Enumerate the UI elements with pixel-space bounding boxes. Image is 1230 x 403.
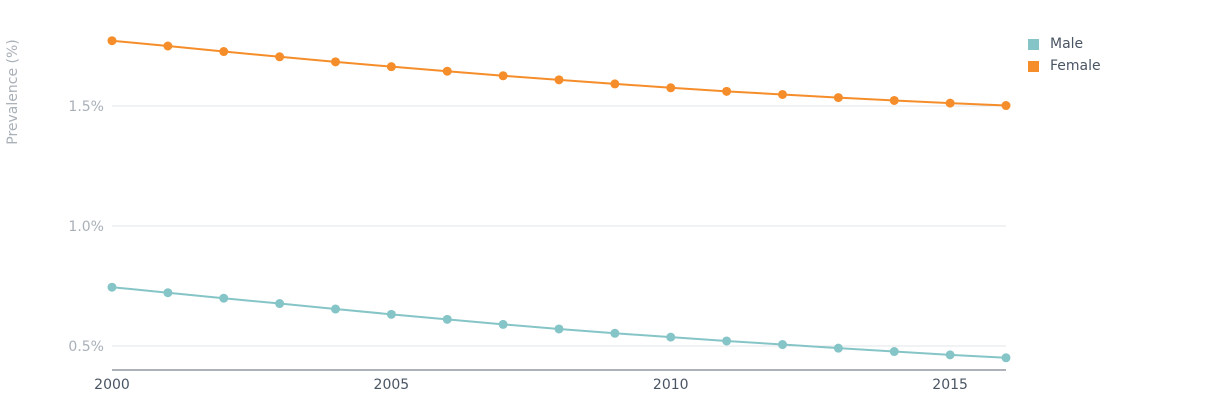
- legend-label-female: Female: [1050, 58, 1101, 74]
- data-point-female[interactable]: [889, 95, 899, 105]
- legend-swatch-female: [1028, 60, 1039, 72]
- y-tick-label: 1.5%: [68, 99, 104, 115]
- data-point-female[interactable]: [945, 98, 955, 108]
- y-tick-label: 0.5%: [68, 339, 104, 355]
- data-point-male[interactable]: [498, 319, 508, 329]
- series-line-male: [111, 286, 1007, 359]
- data-point-male[interactable]: [1001, 353, 1011, 363]
- legend: Male Female: [1028, 33, 1101, 77]
- data-point-female[interactable]: [107, 36, 117, 46]
- data-point-male[interactable]: [331, 304, 340, 314]
- legend-swatch-male: [1028, 38, 1039, 50]
- data-point-female[interactable]: [666, 83, 676, 93]
- data-point-male[interactable]: [833, 343, 843, 353]
- legend-item-female[interactable]: Female: [1028, 55, 1101, 77]
- data-point-female[interactable]: [554, 75, 564, 85]
- data-point-male[interactable]: [554, 324, 564, 334]
- data-point-male[interactable]: [666, 332, 676, 342]
- data-point-female[interactable]: [386, 62, 396, 72]
- data-point-female[interactable]: [610, 79, 620, 89]
- data-point-male[interactable]: [889, 347, 899, 357]
- data-point-male[interactable]: [610, 328, 620, 338]
- legend-label-male: Male: [1050, 36, 1084, 52]
- series-line-female: [111, 39, 1007, 107]
- y-axis-ticks: 0.5% 1.0% 1.5%: [68, 99, 104, 355]
- data-point-male[interactable]: [275, 299, 285, 309]
- data-point-male[interactable]: [163, 288, 173, 298]
- y-axis-label: Prevalence (%): [5, 39, 21, 145]
- series-male: [107, 282, 1011, 363]
- data-point-female[interactable]: [1001, 101, 1011, 111]
- data-point-male[interactable]: [442, 314, 452, 324]
- data-point-female[interactable]: [833, 93, 843, 103]
- series-female: [107, 36, 1011, 111]
- data-point-female[interactable]: [498, 71, 508, 81]
- data-point-female[interactable]: [778, 89, 787, 99]
- series-group: [107, 36, 1011, 363]
- y-tick-label: 1.0%: [68, 219, 104, 235]
- x-tick-label: 2010: [653, 377, 689, 393]
- data-point-male[interactable]: [778, 340, 787, 350]
- data-point-female[interactable]: [275, 52, 285, 62]
- data-point-male[interactable]: [386, 309, 396, 319]
- data-point-female[interactable]: [331, 57, 340, 67]
- data-point-female[interactable]: [163, 41, 173, 51]
- data-point-female[interactable]: [442, 66, 452, 76]
- x-tick-label: 2000: [94, 377, 130, 393]
- data-point-female[interactable]: [722, 86, 732, 96]
- data-point-male[interactable]: [945, 350, 955, 360]
- x-axis-ticks: 2000 2005 2010 2015: [94, 377, 968, 393]
- data-point-female[interactable]: [219, 47, 229, 57]
- legend-item-male[interactable]: Male: [1028, 33, 1101, 55]
- data-point-male[interactable]: [722, 336, 732, 346]
- grid-lines: [112, 105, 1006, 347]
- x-tick-label: 2015: [932, 377, 968, 393]
- data-point-male[interactable]: [219, 293, 229, 303]
- data-point-male[interactable]: [107, 282, 117, 292]
- x-tick-label: 2005: [374, 377, 410, 393]
